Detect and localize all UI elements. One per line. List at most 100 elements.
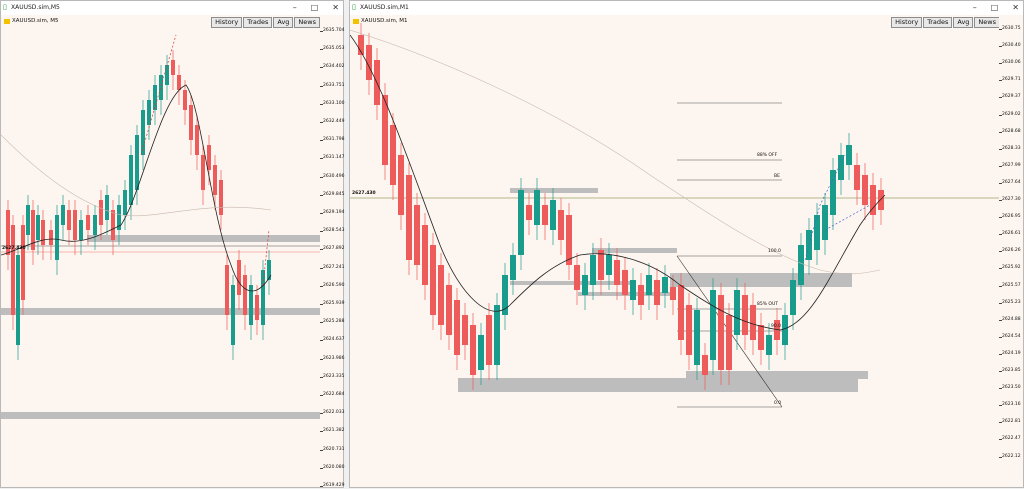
moving-average <box>350 34 886 331</box>
axis-label: 2629.37 <box>1002 94 1021 100</box>
candle-body <box>366 45 372 80</box>
right-price-axis[interactable]: 2630.75 2630.40 2630.06 2629.71 2629.37 2629.… <box>999 15 1023 487</box>
axis-label: 2634.402 <box>323 64 345 70</box>
candle-body <box>225 265 229 315</box>
left-plot[interactable]: XAUUSD.sim, M5 History Trades Avg News 2… <box>1 15 321 487</box>
minimize-button[interactable]: – <box>972 3 977 12</box>
candle-body <box>766 335 772 355</box>
axis-label: 2622.033 <box>323 410 345 416</box>
zone <box>592 248 677 253</box>
axis-label: 2625.57 <box>1002 282 1021 288</box>
axis-tick <box>999 165 1002 167</box>
candle-body <box>243 275 247 315</box>
axis-tick <box>320 376 323 378</box>
candle-body <box>606 255 612 275</box>
symbol-icon <box>353 18 359 24</box>
candle-body <box>686 305 692 355</box>
candle-body <box>742 295 748 335</box>
axis-tick <box>320 103 323 105</box>
axis-tick <box>999 285 1002 287</box>
fib-label-88-off: 88% OFF <box>757 153 778 158</box>
candle-body <box>99 200 103 225</box>
axis-tick <box>320 304 323 305</box>
candle-body <box>822 205 828 240</box>
axis-label: 2624.19 <box>1002 350 1021 356</box>
axis-label: 2629.71 <box>1002 77 1021 83</box>
avg-button[interactable]: Avg <box>953 17 974 28</box>
axis-label: 2623.335 <box>323 373 345 379</box>
fib-label-0: 0.0 <box>774 401 782 406</box>
axis-tick <box>999 422 1002 424</box>
candle-body <box>710 290 716 360</box>
fib-label-100: 100.0 <box>768 249 781 254</box>
candle-body <box>750 305 756 340</box>
candle-body <box>430 245 436 315</box>
candle-body <box>213 165 217 195</box>
maximize-button[interactable]: □ <box>990 3 999 12</box>
axis-label: 2626.26 <box>1002 248 1021 254</box>
avg-button[interactable]: Avg <box>273 17 294 28</box>
candle-body <box>462 315 468 345</box>
axis-label: 2635.053 <box>323 46 345 52</box>
axis-tick <box>320 49 323 51</box>
news-button[interactable]: News <box>974 17 1000 28</box>
trades-button[interactable]: Trades <box>923 17 953 28</box>
candle-body <box>518 190 524 255</box>
axis-tick <box>999 148 1002 150</box>
axis-label: 2623.85 <box>1002 368 1021 373</box>
candle-body <box>201 155 205 190</box>
candle-body <box>878 190 884 210</box>
chart-icon: ▯ <box>3 3 7 11</box>
candle-body <box>11 225 15 315</box>
minimize-button[interactable]: – <box>292 3 297 12</box>
axis-tick <box>320 467 323 469</box>
axis-tick <box>999 353 1002 355</box>
candle-body <box>55 215 59 260</box>
axis-tick <box>320 231 323 233</box>
zone <box>510 281 630 285</box>
candle-body <box>36 215 40 240</box>
axis-tick <box>320 431 323 433</box>
axis-tick <box>999 388 1002 390</box>
right-chart-area[interactable]: XAUUSD.sim, M1 History Trades Avg News 2… <box>350 15 1023 487</box>
candle-body <box>165 65 169 85</box>
right-candles <box>350 23 1001 408</box>
candle-body <box>798 245 804 285</box>
candle-body <box>662 277 668 293</box>
candle-body <box>147 100 151 125</box>
trades-button[interactable]: Trades <box>243 17 273 28</box>
axis-tick <box>320 413 323 415</box>
axis-label: 2628.68 <box>1002 128 1021 134</box>
axis-label: 2628.33 <box>1002 145 1021 151</box>
close-button[interactable]: ✕ <box>332 3 339 12</box>
candle-body <box>237 260 241 295</box>
axis-label: 2619.429 <box>323 483 345 488</box>
right-buttons: History Trades Avg News <box>891 17 1000 28</box>
axis-label: 2629.845 <box>323 191 345 197</box>
candle-body <box>654 280 660 305</box>
history-button[interactable]: History <box>211 17 243 28</box>
close-button[interactable]: ✕ <box>1012 3 1019 12</box>
history-button[interactable]: History <box>891 17 923 28</box>
candle-body <box>195 125 199 155</box>
candle-body <box>582 275 588 295</box>
candle-body <box>774 320 780 340</box>
candle-body <box>105 195 109 220</box>
candle-body <box>646 275 652 295</box>
candle-body <box>782 315 788 345</box>
candle-body <box>267 260 271 280</box>
zone <box>1 308 321 315</box>
maximize-button[interactable]: □ <box>310 3 319 12</box>
candle-body <box>534 190 540 225</box>
candle-body <box>502 275 508 315</box>
news-button[interactable]: News <box>294 17 320 28</box>
left-chart-area[interactable]: XAUUSD.sim, M5 History Trades Avg News 2… <box>1 15 345 488</box>
axis-label: 2627.892 <box>323 246 345 252</box>
axis-label: 2628.543 <box>323 228 345 234</box>
candle-body <box>630 280 636 300</box>
axis-tick <box>320 194 323 196</box>
zone <box>510 188 598 193</box>
right-plot[interactable]: XAUUSD.sim, M1 History Trades Avg News 2… <box>350 15 1001 487</box>
axis-label: 2623.986 <box>323 355 345 361</box>
left-price-axis[interactable]: 2635.704 2635.053 2634.402 2633.751 2633.100… <box>320 15 345 488</box>
